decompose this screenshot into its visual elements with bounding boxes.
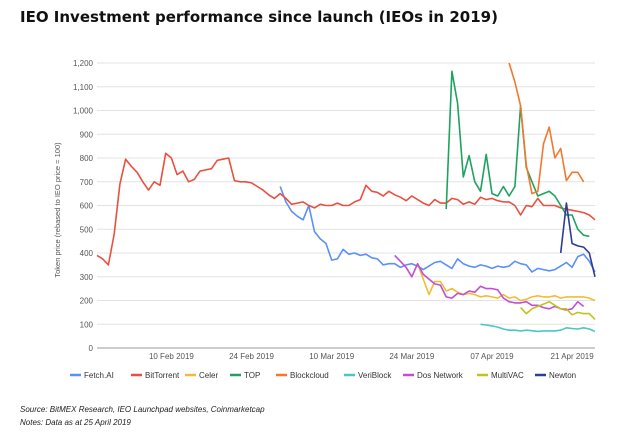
- legend-label: Celer: [199, 371, 218, 380]
- legend-item: Fetch.AI: [70, 371, 114, 380]
- x-tick-label: 07 Apr 2019: [470, 352, 514, 361]
- series-line-blockcloud: [508, 62, 585, 195]
- y-tick-label: 300: [80, 273, 94, 282]
- legend-item: Blockcloud: [276, 371, 329, 380]
- chart-title: IEO Investment performance since launch …: [20, 8, 498, 26]
- y-tick-label: 1,200: [73, 59, 94, 68]
- y-axis-ticks: 0 100 200 300 400 500 600 700 800 900 1,000 1,100 1,…: [73, 59, 94, 353]
- y-tick-label: 1,100: [73, 83, 94, 92]
- y-tick-label: 900: [80, 130, 94, 139]
- legend-item: TOP: [230, 371, 260, 380]
- y-tick-label: 500: [80, 225, 94, 234]
- y-tick-label: 0: [89, 344, 94, 353]
- legend-label: BitTorrent: [145, 371, 180, 380]
- x-axis-ticks: 10 Feb 2019 24 Feb 2019 10 Mar 2019 24 Mar …: [149, 352, 594, 361]
- y-tick-label: 1,000: [73, 107, 94, 116]
- series-line-multivac: [520, 300, 596, 321]
- series-line-bittorrent: [96, 152, 596, 266]
- x-tick-label: 21 Apr 2019: [551, 352, 595, 361]
- series-lines: [96, 62, 596, 333]
- series-line-fetch-ai: [279, 186, 596, 273]
- legend-label: MultiVAC: [491, 371, 524, 380]
- legend-label: Blockcloud: [290, 371, 329, 380]
- legend-label: VeriBlock: [358, 371, 392, 380]
- legend-label: Dos Network: [417, 371, 464, 380]
- legend-item: VeriBlock: [344, 371, 392, 380]
- y-axis-label: Token price (rebased to IEO price = 100): [53, 142, 62, 278]
- y-tick-label: 100: [80, 320, 94, 329]
- legend-label: TOP: [244, 371, 260, 380]
- legend-item: MultiVAC: [477, 371, 524, 380]
- legend-item: Celer: [185, 371, 218, 380]
- legend-item: Dos Network: [403, 371, 464, 380]
- series-line-dos-network: [394, 254, 585, 311]
- y-tick-label: 400: [80, 249, 94, 258]
- series-line-celer: [416, 263, 596, 302]
- data-date-note: Notes: Data as at 25 April 2019: [20, 418, 131, 427]
- y-tick-label: 200: [80, 297, 94, 306]
- y-tick-label: 600: [80, 202, 94, 211]
- grid-lines: [97, 62, 595, 349]
- source-note: Source: BitMEX Research, IEO Launchpad w…: [20, 405, 265, 414]
- series-line-veriblock: [480, 323, 596, 333]
- x-tick-label: 24 Feb 2019: [229, 352, 274, 361]
- series-line-newton: [559, 202, 596, 277]
- x-tick-label: 10 Mar 2019: [309, 352, 354, 361]
- x-tick-label: 24 Mar 2019: [389, 352, 434, 361]
- legend-label: Fetch.AI: [84, 371, 114, 380]
- legend-item: BitTorrent: [131, 371, 180, 380]
- x-tick-label: 10 Feb 2019: [149, 352, 194, 361]
- legend-item: Newton: [535, 371, 576, 380]
- legend-label: Newton: [549, 371, 576, 380]
- y-tick-label: 700: [80, 178, 94, 187]
- y-tick-label: 800: [80, 154, 94, 163]
- legend: Fetch.AI BitTorrent Celer TOP Blockcloud Veri…: [70, 371, 576, 380]
